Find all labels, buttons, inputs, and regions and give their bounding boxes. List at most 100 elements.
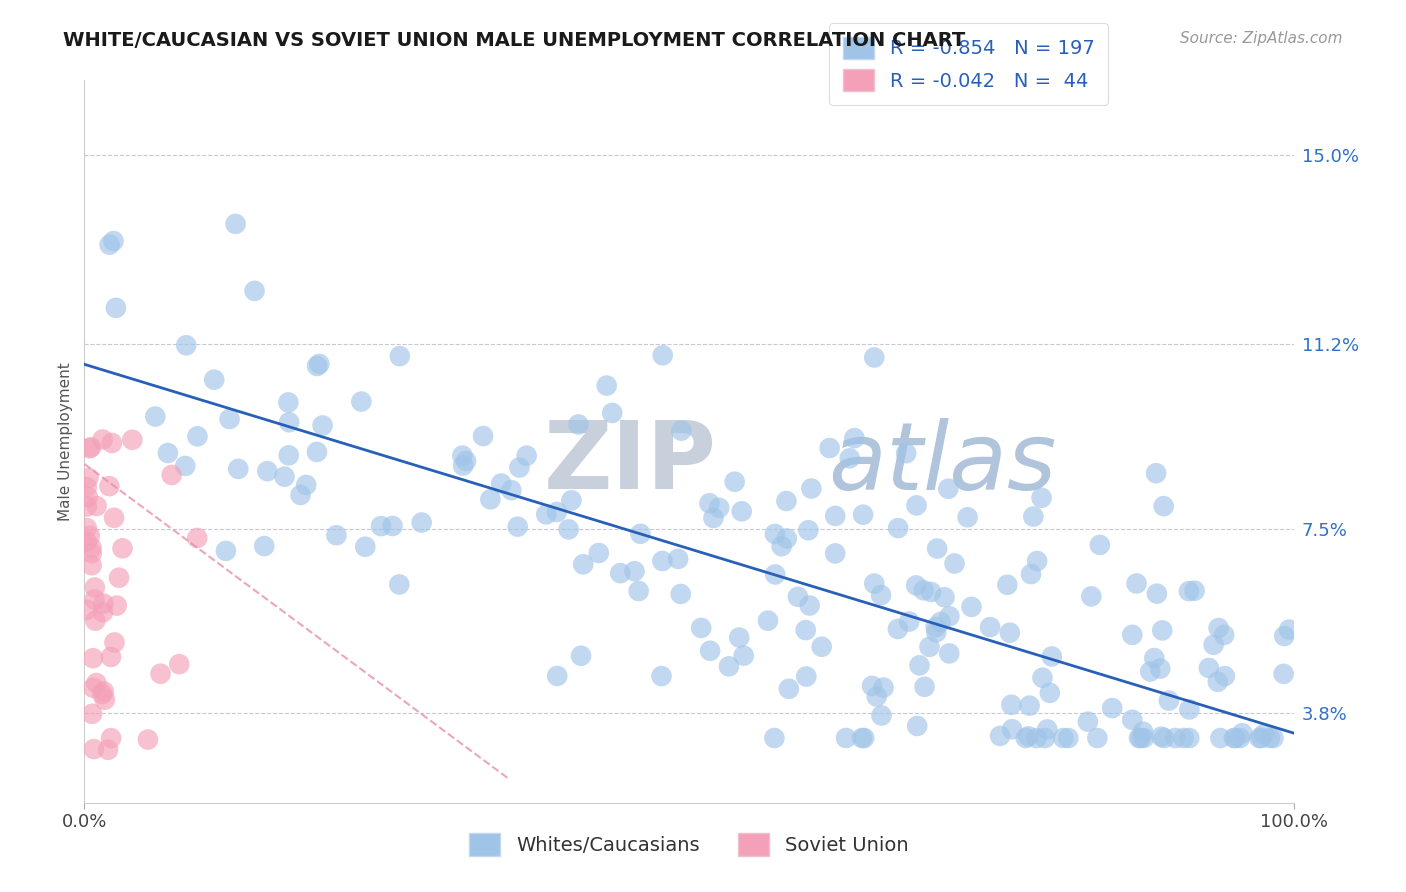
Point — [918, 640, 941, 654]
Point — [960, 599, 983, 614]
Point — [1085, 731, 1108, 745]
Point — [588, 546, 610, 560]
Point — [1121, 713, 1143, 727]
Y-axis label: Male Unemployment: Male Unemployment — [58, 362, 73, 521]
Point — [253, 539, 276, 553]
Point — [91, 687, 114, 701]
Point — [671, 424, 693, 438]
Point — [1052, 731, 1074, 745]
Point — [699, 644, 721, 658]
Legend: Whites/Caucasians, Soviet Union: Whites/Caucasians, Soviet Union — [460, 823, 918, 865]
Point — [998, 625, 1021, 640]
Point — [776, 532, 799, 546]
Point — [1209, 731, 1232, 745]
Point — [225, 217, 247, 231]
Point — [898, 615, 921, 629]
Point — [1057, 731, 1080, 745]
Point — [278, 415, 301, 429]
Point — [1153, 731, 1175, 745]
Point — [853, 731, 876, 745]
Point — [835, 731, 858, 745]
Point — [938, 646, 960, 660]
Point — [472, 429, 495, 443]
Point — [1125, 576, 1147, 591]
Point — [1040, 649, 1063, 664]
Point — [628, 526, 651, 541]
Point — [1077, 714, 1099, 729]
Point — [800, 482, 823, 496]
Point — [650, 669, 672, 683]
Point — [354, 540, 377, 554]
Point — [1249, 731, 1271, 745]
Point — [887, 622, 910, 636]
Point — [76, 521, 98, 535]
Point — [256, 464, 278, 478]
Text: atlas: atlas — [828, 417, 1056, 508]
Point — [838, 451, 860, 466]
Point — [623, 564, 645, 578]
Point — [82, 681, 104, 695]
Point — [381, 519, 404, 533]
Point — [84, 614, 107, 628]
Point — [546, 505, 568, 519]
Point — [844, 431, 866, 445]
Point — [733, 648, 755, 663]
Point — [863, 576, 886, 591]
Point — [277, 395, 299, 409]
Point — [546, 669, 568, 683]
Point — [325, 528, 347, 542]
Text: ZIP: ZIP — [544, 417, 717, 509]
Point — [506, 519, 529, 533]
Point — [91, 605, 114, 619]
Point — [1178, 731, 1201, 745]
Point — [104, 301, 127, 315]
Point — [1149, 662, 1171, 676]
Point — [669, 587, 692, 601]
Point — [794, 669, 817, 683]
Point — [76, 490, 98, 504]
Point — [1232, 726, 1254, 740]
Point — [491, 476, 513, 491]
Point — [1031, 491, 1053, 505]
Point — [1253, 727, 1275, 741]
Point — [560, 493, 582, 508]
Point — [83, 581, 105, 595]
Point — [80, 706, 103, 721]
Point — [218, 412, 240, 426]
Point — [852, 508, 875, 522]
Point — [1036, 723, 1059, 737]
Point — [1101, 701, 1123, 715]
Point — [388, 577, 411, 591]
Point — [411, 516, 433, 530]
Point — [1018, 698, 1040, 713]
Point — [927, 541, 949, 556]
Point — [728, 631, 751, 645]
Point — [929, 615, 952, 629]
Point — [707, 500, 730, 515]
Point — [572, 558, 595, 572]
Point — [1198, 661, 1220, 675]
Point — [1202, 638, 1225, 652]
Point — [596, 378, 619, 392]
Point — [810, 640, 832, 654]
Point — [79, 529, 101, 543]
Point — [866, 690, 889, 704]
Point — [905, 578, 928, 592]
Point — [451, 458, 474, 473]
Point — [174, 338, 197, 352]
Point — [350, 394, 373, 409]
Point — [731, 504, 754, 518]
Point — [1139, 665, 1161, 679]
Point — [860, 679, 883, 693]
Point — [243, 284, 266, 298]
Point — [82, 651, 104, 665]
Point — [1258, 731, 1281, 745]
Point — [103, 234, 125, 248]
Point — [80, 558, 103, 573]
Point — [80, 541, 103, 555]
Point — [1019, 567, 1042, 582]
Point — [305, 445, 328, 459]
Point — [1278, 623, 1301, 637]
Point — [778, 681, 800, 696]
Point — [101, 436, 124, 450]
